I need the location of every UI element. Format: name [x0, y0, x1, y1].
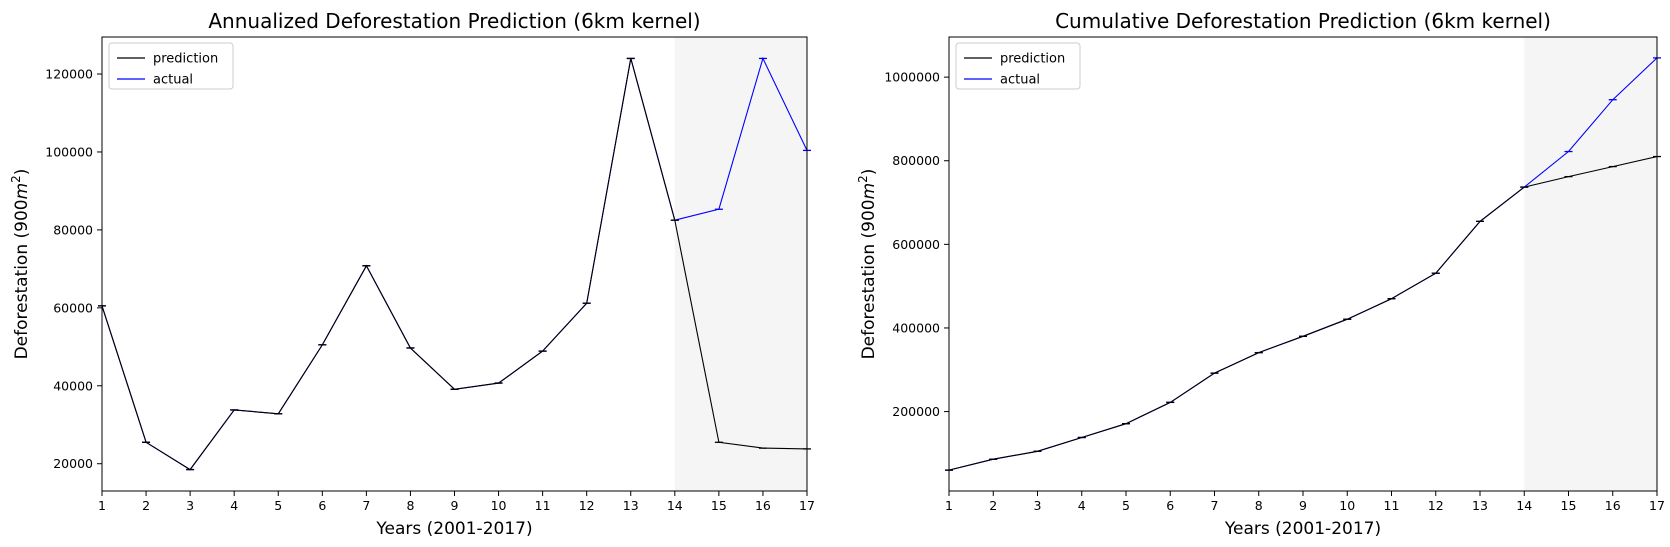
y-tick-label: 60000	[53, 300, 93, 315]
y-axis-label-superscript: 2	[856, 175, 870, 183]
y-tick-label: 800000	[892, 153, 940, 168]
x-tick-label: 10	[1339, 498, 1355, 513]
legend-label-prediction: prediction	[153, 52, 218, 67]
x-tick-label: 1	[98, 498, 106, 513]
y-axis-label-text: Deforestation (900	[12, 199, 32, 359]
x-tick-label: 10	[491, 498, 507, 513]
x-tick-label: 13	[623, 498, 639, 513]
x-tick-label: 13	[1472, 498, 1488, 513]
chart-title: Annualized Deforestation Prediction (6km…	[208, 9, 700, 33]
x-tick-label: 9	[1299, 498, 1307, 513]
x-tick-label: 1	[945, 498, 953, 513]
x-tick-label: 5	[274, 498, 282, 513]
y-axis-label-unit: m	[12, 183, 32, 200]
x-tick-label: 12	[579, 498, 595, 513]
shaded-forecast-region	[1524, 37, 1657, 491]
x-tick-label: 11	[535, 498, 551, 513]
x-tick-label: 2	[989, 498, 997, 513]
x-tick-label: 6	[1166, 498, 1174, 513]
annualized-chart: 1 2 3 4 5 6 7 8 9 10 11 12 13 14 15 16 17200004000060000…	[9, 9, 815, 539]
x-tick-label: 17	[1649, 498, 1665, 513]
x-axis-label: Years (2001-2017)	[375, 519, 532, 539]
x-tick-label: 14	[1516, 498, 1532, 513]
x-tick-label: 16	[755, 498, 771, 513]
axes-frame	[948, 36, 1658, 492]
y-axis-label-text: Deforestation (900	[859, 199, 879, 359]
shaded-forecast-region	[674, 37, 807, 491]
y-tick-label: 200000	[892, 404, 940, 419]
y-axis-label-superscript: 2	[9, 175, 23, 183]
y-axis-label: Deforestation (900m2)	[9, 169, 32, 360]
x-tick-label: 15	[1561, 498, 1577, 513]
x-tick-label: 17	[799, 498, 815, 513]
x-tick-label: 16	[1605, 498, 1621, 513]
x-tick-label: 7	[362, 498, 370, 513]
y-tick-label: 20000	[53, 456, 93, 471]
y-tick-label: 600000	[892, 237, 940, 252]
y-tick-label: 40000	[53, 378, 93, 393]
legend-label-actual: actual	[153, 73, 193, 88]
x-axis-label: Years (2001-2017)	[1224, 519, 1381, 539]
legend-box	[108, 42, 234, 90]
x-tick-label: 8	[1255, 498, 1263, 513]
y-axis-label-close: )	[859, 169, 879, 176]
y-axis-label-unit: m	[859, 183, 879, 200]
cumulative-chart: 1 2 3 4 5 6 7 8 9 10 11 12 13 14 15 16 17200000400000600…	[856, 9, 1665, 539]
legend-label-actual: actual	[1000, 73, 1040, 88]
x-tick-label: 15	[711, 498, 727, 513]
axes-frame	[101, 36, 808, 492]
y-tick-label: 400000	[892, 320, 940, 335]
y-tick-label: 80000	[53, 222, 93, 237]
x-tick-label: 11	[1384, 498, 1400, 513]
y-tick-label: 100000	[45, 144, 93, 159]
x-tick-label: 6	[318, 498, 326, 513]
y-axis-label: Deforestation (900m2)	[856, 169, 879, 360]
x-tick-label: 5	[1122, 498, 1130, 513]
x-tick-label: 4	[1078, 498, 1086, 513]
x-tick-label: 2	[142, 498, 150, 513]
chart-title: Cumulative Deforestation Prediction (6km…	[1055, 9, 1551, 33]
legend-box	[955, 42, 1081, 90]
x-tick-label: 4	[230, 498, 238, 513]
y-tick-label: 1000000	[884, 70, 940, 85]
legend-label-prediction: prediction	[1000, 52, 1065, 67]
x-tick-label: 3	[1034, 498, 1042, 513]
y-tick-label: 120000	[45, 67, 93, 82]
x-tick-label: 9	[451, 498, 459, 513]
x-tick-label: 14	[667, 498, 683, 513]
x-tick-label: 7	[1211, 498, 1219, 513]
x-tick-label: 8	[406, 498, 414, 513]
x-tick-label: 3	[186, 498, 194, 513]
x-tick-label: 12	[1428, 498, 1444, 513]
y-axis-label-close: )	[12, 169, 32, 176]
